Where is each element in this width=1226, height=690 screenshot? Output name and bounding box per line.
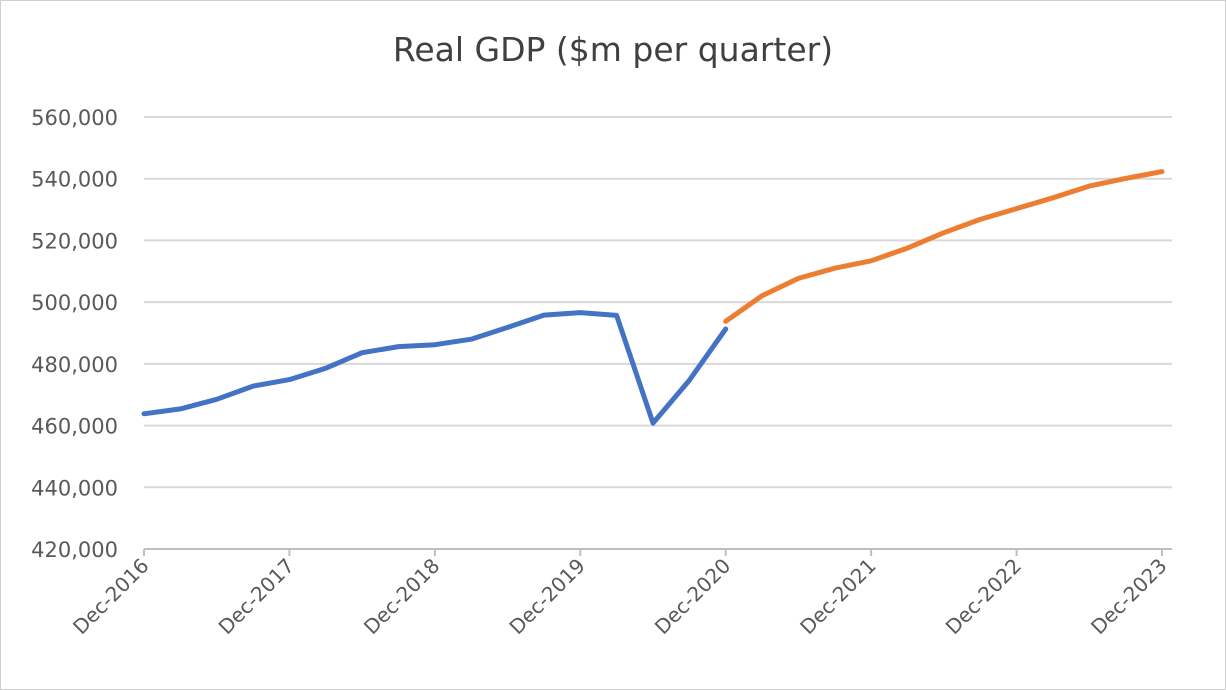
x-tick-label: Dec-2021 [795,554,880,639]
gridlines [144,116,1172,489]
y-tick-label: 520,000 [31,229,118,253]
x-tick-label: Dec-2022 [941,554,1026,639]
x-tick-label: Dec-2016 [68,554,153,639]
y-tick-label: 560,000 [31,106,118,130]
y-axis-tick-labels: 420,000 440,000 460,000 480,000 500,000 520,0… [31,106,118,562]
x-tick-label: Dec-2020 [650,554,735,639]
series-line-2 [723,169,1165,324]
y-tick-label: 540,000 [31,168,118,192]
y-tick-label: 420,000 [31,538,118,562]
y-tick-label: 460,000 [31,415,118,439]
x-tick-label: Dec-2019 [504,554,589,639]
x-tick-label: Dec-2018 [359,554,444,639]
y-tick-label: 440,000 [31,476,118,500]
chart-title: Real GDP ($m per quarter) [392,30,834,69]
axes [143,548,1172,556]
y-tick-label: 500,000 [31,291,118,315]
y-tick-label: 480,000 [31,353,118,377]
series-lines [141,169,1165,426]
series-line-1 [141,310,729,426]
x-tick-label: Dec-2017 [214,554,299,639]
x-axis-tick-labels: Dec-2016 Dec-2017 Dec-2018 Dec-2019 Dec-2020… [68,554,1171,639]
x-tick-label: Dec-2023 [1086,554,1171,639]
